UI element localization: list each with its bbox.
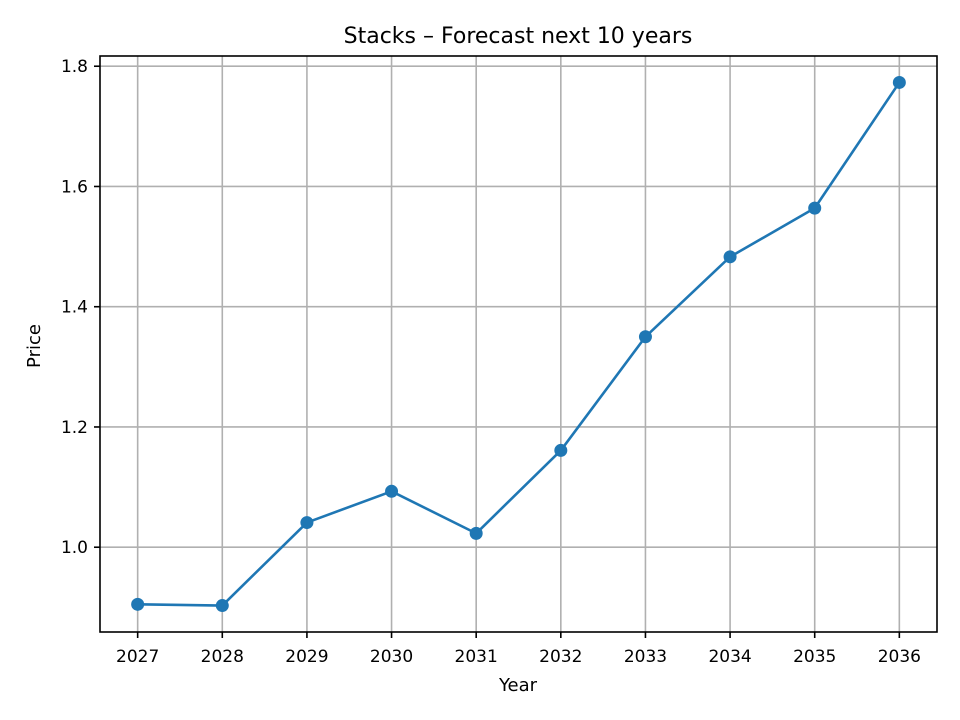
x-tick-label: 2033 [624,647,667,667]
data-point-2034 [723,250,737,264]
y-tick-label: 1.6 [61,177,88,197]
x-tick-label: 2034 [708,647,751,667]
x-tick-label: 2028 [201,647,244,667]
y-tick-label: 1.0 [61,538,88,558]
chart-title: Stacks – Forecast next 10 years [344,24,693,49]
data-point-2028 [215,599,229,613]
y-tick-label: 1.8 [61,57,88,77]
y-axis-label: Price [24,324,45,368]
y-tick-label: 1.2 [61,418,88,438]
x-tick-label: 2029 [285,647,328,667]
series-line [136,81,901,607]
data-point-2027 [131,597,145,611]
x-tick-label: 2036 [878,647,921,667]
x-tick-label: 2035 [793,647,836,667]
grid [100,56,937,632]
data-point-2029 [300,516,314,530]
series-group [131,75,906,613]
x-tick-label: 2027 [116,647,159,667]
data-point-2031 [469,526,483,540]
x-tick-label: 2031 [455,647,498,667]
x-axis-label: Year [498,675,538,696]
data-point-2030 [385,484,399,498]
y-tick-label: 1.4 [61,298,88,318]
x-tick-label: 2030 [370,647,413,667]
data-point-2036 [892,75,906,89]
data-point-2035 [808,201,822,215]
data-point-2033 [638,330,652,344]
axis-ticks: 2027 2028 2029 2030 2031 2032 2033 2034 2035 2036… [61,57,921,667]
plot-frame [99,55,938,633]
x-tick-label: 2032 [539,647,582,667]
data-point-2032 [554,443,568,457]
